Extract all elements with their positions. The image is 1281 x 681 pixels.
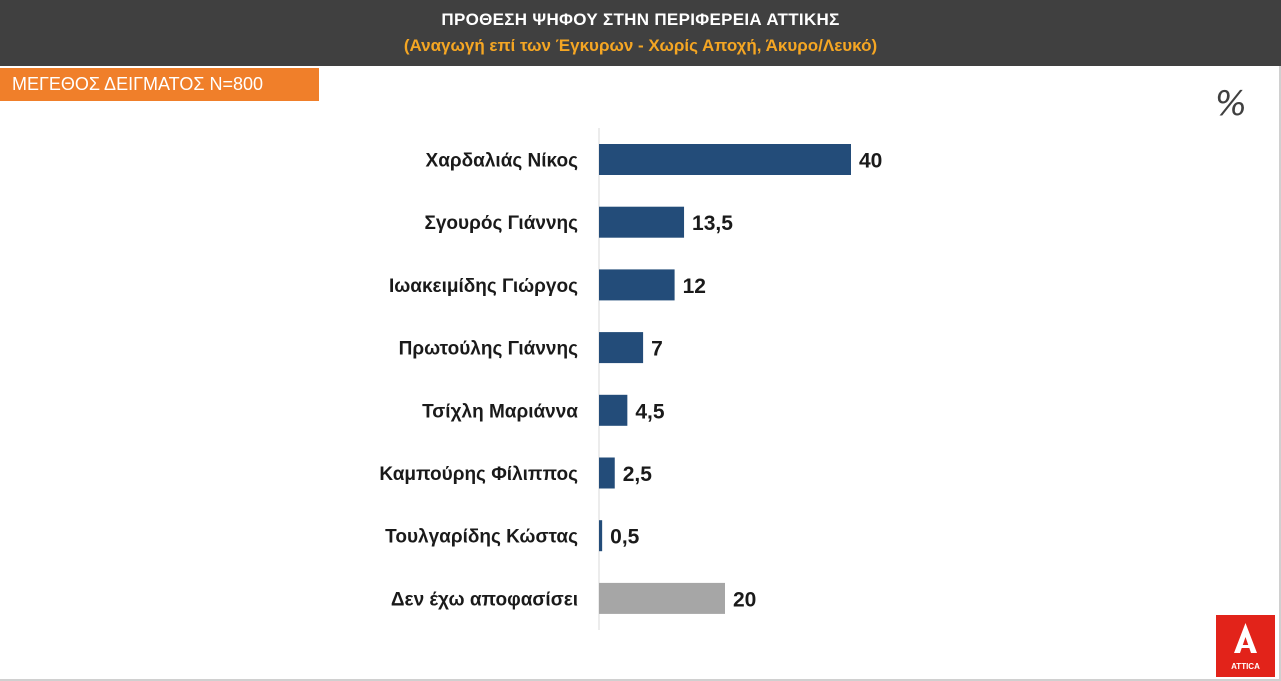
attica-logo-icon: ATTICA — [1216, 615, 1275, 677]
percent-unit-label: % — [1214, 84, 1247, 124]
bar — [599, 520, 603, 552]
data-label: 7 — [651, 338, 663, 361]
category-label: Τσίχλη Μαριάννα — [422, 401, 578, 422]
bar — [599, 332, 644, 364]
data-label: 0,5 — [610, 526, 640, 549]
bar — [599, 206, 685, 238]
attica-logo-mark — [1234, 623, 1257, 653]
bar — [599, 394, 628, 426]
bar — [599, 582, 725, 614]
chart-subtitle: (Αναγωγή επί των Έγκυρων - Χωρίς Αποχή, … — [403, 36, 878, 55]
category-label: Χαρδαλιάς Νίκος — [426, 151, 579, 172]
bar — [599, 144, 851, 175]
sample-size-badge: ΜΕΓΕΘΟΣ ΔΕΙΓΜΑΤΟΣ Ν=800 — [0, 68, 319, 101]
data-label: 20 — [733, 588, 756, 611]
bar — [599, 457, 615, 489]
header-bar: ΠΡΟΘΕΣΗ ΨΗΦΟΥ ΣΤΗΝ ΠΕΡΙΦΕΡΕΙΑ ΑΤΤΙΚΗΣ (Α… — [0, 0, 1281, 66]
bar — [599, 269, 675, 301]
category-label: Σγουρός Γιάννης — [424, 213, 578, 234]
attica-logo-text: ATTICA — [1231, 662, 1260, 671]
category-label: Πρωτούλης Γιάννης — [399, 339, 578, 360]
data-label: 2,5 — [623, 463, 653, 486]
data-label: 12 — [683, 275, 706, 298]
data-label: 4,5 — [635, 400, 665, 423]
category-label: Ιωακειμίδης Γιώργος — [389, 276, 578, 297]
category-label: Καμπούρης Φίλιππος — [379, 464, 578, 485]
category-label: Τουλγαρίδης Κώστας — [385, 527, 578, 548]
data-label: 13,5 — [692, 212, 733, 235]
chart-title: ΠΡΟΘΕΣΗ ΨΗΦΟΥ ΣΤΗΝ ΠΕΡΙΦΕΡΕΙΑ ΑΤΤΙΚΗΣ — [441, 10, 840, 29]
category-label: Δεν έχω αποφασίσει — [391, 589, 578, 610]
data-label: 40 — [859, 150, 882, 173]
